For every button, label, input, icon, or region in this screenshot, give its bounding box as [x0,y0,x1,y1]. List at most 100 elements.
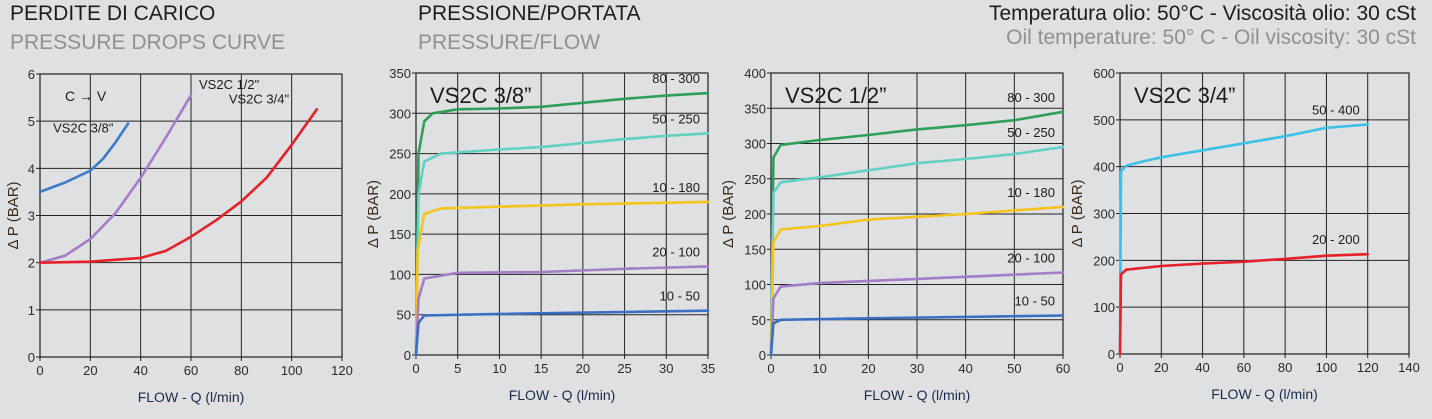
series-line [38,122,130,194]
x-tick-label: 0 [1116,360,1123,375]
y-tick-label: 400 [744,66,766,81]
series-line [769,110,1065,357]
y-axis-label: Δ P (BAR) [5,181,22,249]
left-title: PERDITE DI CARICO [10,2,216,25]
y-tick-label: 300 [1093,207,1115,222]
series-line [414,91,710,357]
x-tick-label: 140 [1398,360,1420,375]
series-label: 80 - 300 [652,71,700,86]
y-tick-label: 0 [404,348,411,363]
x-tick-label: 100 [281,363,303,378]
y-tick-label: 0 [1108,347,1115,362]
series-line [38,93,193,265]
y-tick-label: 100 [744,278,766,293]
chart-title: VS2C 3/8” [430,83,532,108]
y-tick-label: 200 [744,207,766,222]
series-label: VS2C 3/8" [53,121,114,136]
x-tick-label: 20 [1154,360,1168,375]
series-label: 20 - 100 [1007,251,1055,266]
y-axis-label: Δ P (BAR) [365,180,382,248]
series-label: 50 - 250 [652,111,700,126]
y-tick-label: 100 [1093,300,1115,315]
series-label: 10 - 50 [1015,294,1055,309]
x-tick-label: 60 [1056,361,1070,376]
x-tick-label: 0 [412,361,419,376]
x-tick-label: 15 [534,361,548,376]
x-tick-label: 40 [133,363,147,378]
x-tick-label: 30 [659,361,673,376]
x-tick-label: 25 [617,361,631,376]
plot-area [415,72,709,356]
series-label: 50 - 250 [1007,125,1055,140]
y-tick-label: 300 [389,106,411,121]
x-axis-label: FLOW - Q (l/min) [138,389,245,405]
x-tick-label: 100 [1316,360,1338,375]
x-tick-label: 20 [83,363,97,378]
y-tick-label: 500 [1093,113,1115,128]
series-label: 20 - 100 [652,244,700,259]
left-subtitle: PRESSURE DROPS CURVE [10,31,286,54]
x-tick-label: 10 [812,361,826,376]
x-tick-label: 60 [1237,360,1251,375]
series-line [38,108,319,265]
chart-1: 0 20 40 60 80 100 120 0 1 2 3 4 5 6 FLOW - Q (l/min) Δ … [5,67,353,405]
series-line [414,309,710,357]
series-label: 10 - 180 [1007,185,1055,200]
series-line [769,314,1065,357]
y-axis-label: Δ P (BAR) [1069,179,1086,247]
y-tick-label: 50 [397,308,411,323]
series-line [414,132,710,357]
y-tick-label: 5 [28,114,35,129]
chart-2: 0 5 10 15 20 25 30 35050100150200250300350FLOW … [365,66,715,403]
right-title: Temperatura olio: 50°C - Viscosità olio:… [988,2,1416,25]
y-tick-label: 0 [28,350,35,365]
x-tick-label: 5 [454,361,461,376]
x-tick-label: 35 [701,361,715,376]
x-tick-label: 120 [1357,360,1379,375]
x-tick-label: 40 [1195,360,1209,375]
y-tick-label: 300 [744,137,766,152]
x-tick-label: 120 [331,363,353,378]
mid-subtitle: PRESSURE/FLOW [418,31,601,54]
y-tick-label: 250 [744,172,766,187]
y-tick-label: 350 [389,66,411,81]
series-label: 20 - 200 [1312,232,1360,247]
series-label: VS2C 3/4" [229,91,290,106]
flow-direction-annotation: C → V [65,88,107,104]
y-tick-label: 350 [744,101,766,116]
series-label: 10 - 50 [660,289,700,304]
mid-title: PRESSIONE/PORTATA [418,2,641,25]
right-subtitle: Oil temperature: 50° C - Oil viscosity: … [1006,26,1416,49]
y-tick-label: 250 [389,147,411,162]
y-tick-label: 200 [1093,253,1115,268]
series-label: 10 - 180 [652,180,700,195]
x-tick-label: 10 [492,361,506,376]
x-tick-label: 50 [1007,361,1021,376]
x-tick-label: 30 [910,361,924,376]
chart-4: 0 20 40 60 80 100 120 140 0 100 200 300 400 500 600 FLO… [1069,66,1420,402]
y-tick-label: 150 [389,227,411,242]
x-tick-label: 20 [576,361,590,376]
x-tick-label: 60 [184,363,198,378]
x-tick-label: 0 [767,361,774,376]
x-axis-label: FLOW - Q (l/min) [864,387,971,403]
chart-title: VS2C 3/4” [1134,83,1236,108]
y-tick-label: 3 [28,209,35,224]
x-tick-label: 0 [36,363,43,378]
y-tick-label: 150 [744,242,766,257]
series-label: 80 - 300 [1007,90,1055,105]
x-tick-label: 80 [234,363,248,378]
y-tick-label: 6 [28,67,35,82]
y-tick-label: 600 [1093,66,1115,81]
y-tick-label: 50 [752,313,766,328]
x-axis-label: FLOW - Q (l/min) [1211,386,1318,402]
series-line [414,265,710,357]
x-tick-label: 80 [1278,360,1292,375]
y-tick-label: 400 [1093,160,1115,175]
y-tick-label: 1 [28,303,35,318]
x-tick-label: 40 [958,361,972,376]
y-tick-label: 0 [759,348,766,363]
x-axis-label: FLOW - Q (l/min) [509,387,616,403]
series-line [769,271,1065,357]
